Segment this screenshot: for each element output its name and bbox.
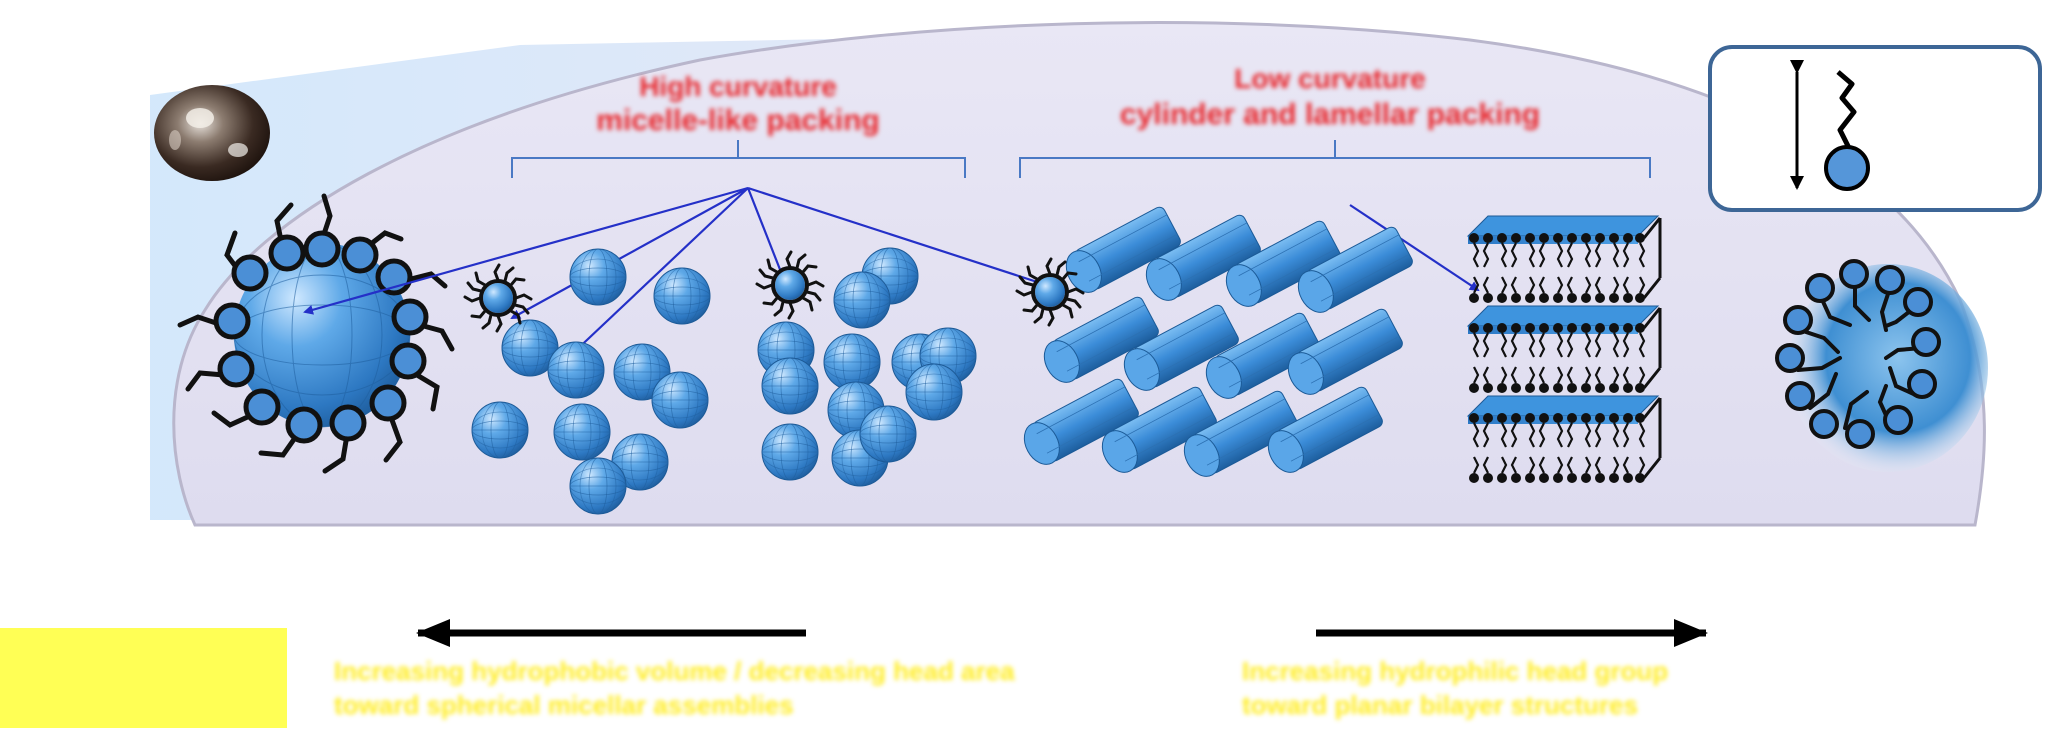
heading-right-line1: Low curvature [1234,63,1425,94]
droplet-photo-icon [154,85,270,181]
caption-left-line1: Increasing hydrophobic volume / decreasi… [334,656,1015,686]
caption-right-line1: Increasing hydrophilic head group [1242,656,1669,686]
caption-right-line2: toward planar bilayer structures [1242,690,1638,720]
yellow-highlight-box [0,628,287,728]
heading-right: Low curvature cylinder and lamellar pack… [1120,63,1540,131]
amphiphile-molecule-icon [1790,60,1870,191]
bracket-right [1019,140,1651,178]
heading-left-line2: micelle-like packing [596,104,879,137]
reverse-micelle [1775,259,1941,449]
caption-left-line2: toward spherical micellar assemblies [334,690,794,720]
heading-right-line2: cylinder and lamellar packing [1120,98,1540,131]
legend-box [1708,45,2042,212]
heading-left: High curvature micelle-like packing [596,71,879,137]
bracket-left [511,140,966,178]
heading-left-line1: High curvature [639,71,837,102]
large-micelle [177,193,455,474]
